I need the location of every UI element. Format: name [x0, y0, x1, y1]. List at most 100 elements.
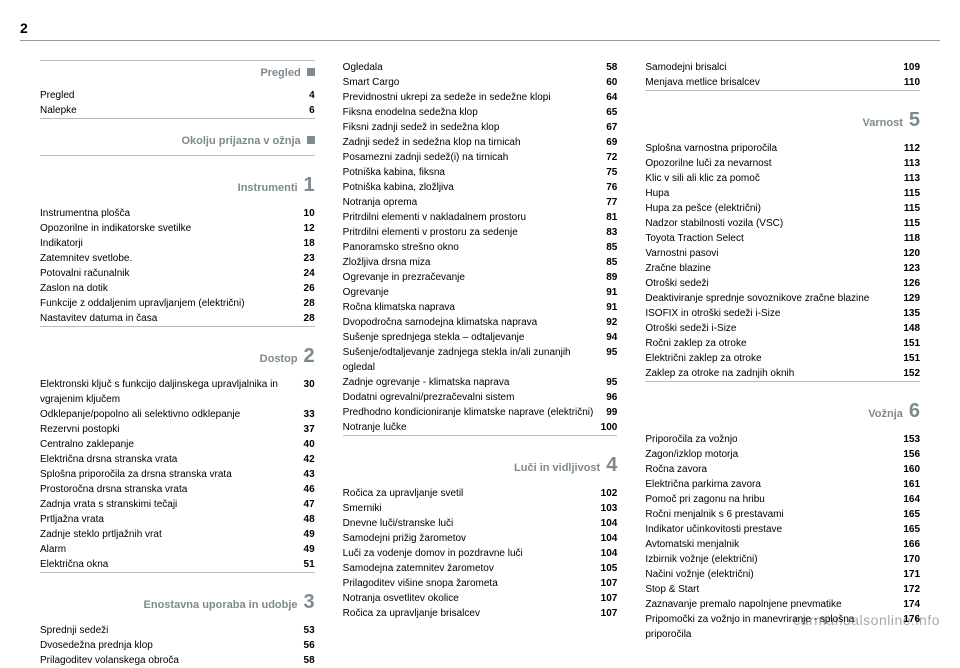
toc-entry-page: 12 — [304, 221, 315, 236]
toc-entry-page: 99 — [606, 405, 617, 420]
toc-entry: Prilagoditev volanskega obroča58 — [40, 653, 315, 668]
toc-entry: Ogrevanje91 — [343, 285, 618, 300]
toc-entry-label: Prilagoditev volanskega obroča — [40, 653, 304, 668]
toc-entry-page: 165 — [903, 522, 920, 537]
toc-entry: Fiksni zadnji sedež in sedežna klop67 — [343, 120, 618, 135]
toc-entry-page: 58 — [304, 653, 315, 668]
toc-entry: Zadnji sedež in sedežna klop na tirnicah… — [343, 135, 618, 150]
toc-entry: Ročni zaklep za otroke151 — [645, 336, 920, 351]
toc-entry-page: 135 — [903, 306, 920, 321]
toc-entry-page: 49 — [304, 527, 315, 542]
toc-entry: Potniška kabina, fiksna75 — [343, 165, 618, 180]
toc-entry: Zračne blazine123 — [645, 261, 920, 276]
toc-entry-label: Ročna zavora — [645, 462, 903, 477]
toc-entry-label: Posamezni zadnji sedež(i) na tirnicah — [343, 150, 607, 165]
toc-entry-label: Ročni zaklep za otroke — [645, 336, 903, 351]
section-title: Pregled — [260, 65, 300, 82]
toc-entry: Avtomatski menjalnik166 — [645, 537, 920, 552]
toc-entry-page: 56 — [304, 638, 315, 653]
toc-entry-label: Splošna priporočila za drsna stranska vr… — [40, 467, 304, 482]
toc-entry: Pregled4 — [40, 88, 315, 103]
toc-entry: Dnevne luči/stranske luči104 — [343, 516, 618, 531]
toc-entry-page: 60 — [606, 75, 617, 90]
toc-entry-page: 26 — [304, 281, 315, 296]
toc-entry-page: 165 — [903, 507, 920, 522]
toc-entry-page: 156 — [903, 447, 920, 462]
toc-entry-label: Hupa — [645, 186, 904, 201]
toc-entry-page: 107 — [601, 576, 618, 591]
toc-entry-label: Avtomatski menjalnik — [645, 537, 903, 552]
toc-entry: Zadnja vrata s stranskimi tečaji47 — [40, 497, 315, 512]
toc-entry-page: 75 — [606, 165, 617, 180]
toc-entry-label: Dvosedežna prednja klop — [40, 638, 304, 653]
toc-entry-label: Indikatorji — [40, 236, 304, 251]
toc-entry-label: Nadzor stabilnosti vozila (VSC) — [645, 216, 904, 231]
section-title: Varnost — [863, 115, 903, 132]
toc-entry-label: Previdnostni ukrepi za sedeže in sedežne… — [343, 90, 607, 105]
toc-entry-label: Dodatni ogrevalni/prezračevalni sistem — [343, 390, 607, 405]
toc-entry-label: Zaklep za otroke na zadnjih oknih — [645, 366, 903, 381]
toc-column: Ogledala58Smart Cargo60Previdnostni ukre… — [343, 60, 618, 610]
toc-entry: Ročica za upravljanje svetil102 — [343, 486, 618, 501]
toc-entry-label: Notranje lučke — [343, 420, 601, 435]
toc-entry: Samodejni prižig žarometov104 — [343, 531, 618, 546]
toc-entry-page: 64 — [606, 90, 617, 105]
toc-entry-label: Načini vožnje (električni) — [645, 567, 903, 582]
toc-entry-page: 110 — [904, 75, 920, 90]
toc-entry: Elektronski ključ s funkcijo daljinskega… — [40, 377, 315, 407]
section-rule — [645, 90, 920, 91]
toc-entry-label: Zatemnitev svetlobe. — [40, 251, 304, 266]
toc-entry-page: 166 — [903, 537, 920, 552]
toc-columns: PregledPregled4Nalepke6Okolju prijazna v… — [40, 60, 920, 610]
toc-entry: Posamezni zadnji sedež(i) na tirnicah72 — [343, 150, 618, 165]
toc-entry-label: Ročna klimatska naprava — [343, 300, 607, 315]
toc-entry-label: Potovalni računalnik — [40, 266, 304, 281]
toc-entry-label: Pregled — [40, 88, 309, 103]
toc-column: Samodejni brisalci109Menjava metlice bri… — [645, 60, 920, 610]
toc-entry: Funkcije z oddaljenim upravljanjem (elek… — [40, 296, 315, 311]
toc-entry-page: 58 — [606, 60, 617, 75]
toc-entry: Električna parkirna zavora161 — [645, 477, 920, 492]
toc-entry: Samodejni brisalci109 — [645, 60, 920, 75]
section-rule — [40, 155, 315, 156]
toc-entry: Nastavitev datuma in časa28 — [40, 311, 315, 326]
toc-entry-label: Instrumentna plošča — [40, 206, 304, 221]
toc-entry-label: Izbirnik vožnje (električni) — [645, 552, 903, 567]
section-heading: Vožnja6 — [645, 396, 920, 426]
toc-entry-label: Panoramsko strešno okno — [343, 240, 607, 255]
toc-entry-label: Električni zaklep za otroke — [645, 351, 903, 366]
toc-entry-page: 72 — [606, 150, 617, 165]
toc-entry: Opozorilne luči za nevarnost113 — [645, 156, 920, 171]
toc-entry-label: Zadnji sedež in sedežna klop na tirnicah — [343, 135, 607, 150]
toc-entry: Instrumentna plošča10 — [40, 206, 315, 221]
section-heading: Instrumenti1 — [40, 170, 315, 200]
toc-entry-label: Prilagoditev višine snopa žarometa — [343, 576, 601, 591]
toc-entry: Ročica za upravljanje brisalcev107 — [343, 606, 618, 621]
toc-entry: Indikator učinkovitosti prestave165 — [645, 522, 920, 537]
toc-entry: Ročna zavora160 — [645, 462, 920, 477]
toc-entry-label: Sušenje sprednjega stekla – odtaljevanje — [343, 330, 607, 345]
toc-entry-label: Rezervni postopki — [40, 422, 304, 437]
toc-entry-label: Varnostni pasovi — [645, 246, 903, 261]
toc-entry: Pritrdilni elementi v prostoru za sedenj… — [343, 225, 618, 240]
toc-entry: Prilagoditev višine snopa žarometa107 — [343, 576, 618, 591]
toc-entry: Hupa115 — [645, 186, 920, 201]
toc-entry: Luči za vodenje domov in pozdravne luči1… — [343, 546, 618, 561]
toc-entry-label: Elektronski ključ s funkcijo daljinskega… — [40, 377, 304, 407]
toc-entry: Otroški sedeži i-Size148 — [645, 321, 920, 336]
toc-entry: Potovalni računalnik24 — [40, 266, 315, 281]
section-heading: Okolju prijazna v ožnja — [40, 133, 315, 150]
section-number: 6 — [909, 396, 920, 426]
section-heading: Dostop2 — [40, 341, 315, 371]
top-rule — [20, 40, 940, 41]
toc-entry-label: Alarm — [40, 542, 304, 557]
toc-entry: Fiksna enodelna sedežna klop65 — [343, 105, 618, 120]
toc-entry-label: Centralno zaklepanje — [40, 437, 304, 452]
toc-entry-label: Zadnje ogrevanje - klimatska naprava — [343, 375, 607, 390]
toc-entry: Dvopodročna samodejna klimatska naprava9… — [343, 315, 618, 330]
toc-entry-label: Funkcije z oddaljenim upravljanjem (elek… — [40, 296, 304, 311]
toc-entry-label: Otroški sedeži — [645, 276, 903, 291]
toc-entry: Panoramsko strešno okno85 — [343, 240, 618, 255]
toc-entry-page: 51 — [304, 557, 315, 572]
toc-entry: Previdnostni ukrepi za sedeže in sedežne… — [343, 90, 618, 105]
